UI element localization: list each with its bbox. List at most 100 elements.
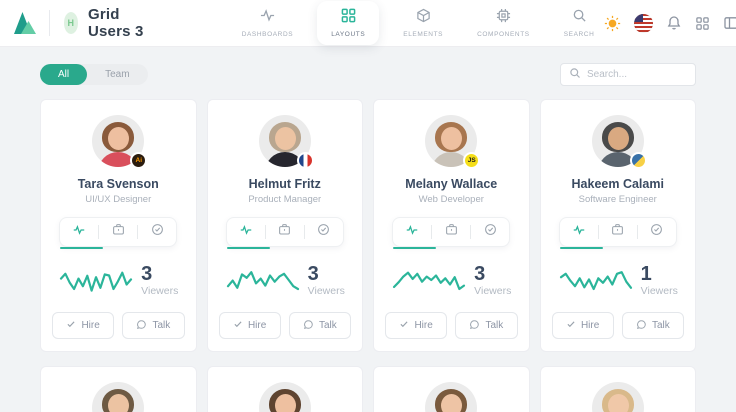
divider	[470, 225, 472, 239]
talk-button[interactable]: Talk	[621, 312, 684, 339]
filter-toolbar: All Team	[0, 47, 736, 99]
user-card: Hakeem Calami Software Engineer	[539, 99, 696, 352]
javascript-badge: JS	[463, 152, 481, 169]
top-bar: H Grid Users 3 DASHBOARDS LAYOUTS ELEMEN…	[0, 0, 736, 47]
card-tabbar	[225, 217, 344, 249]
card-actions: Hire Talk	[218, 312, 351, 339]
pulse-icon	[572, 223, 586, 242]
projects-tab[interactable]	[599, 218, 637, 246]
hire-button-label: Hire	[414, 320, 433, 331]
usa-flag-icon[interactable]	[634, 13, 654, 33]
filter-all-button[interactable]: All	[40, 64, 88, 85]
user-name: Tara Svenson	[77, 177, 159, 191]
active-tab-underline	[393, 247, 437, 249]
avatar: JS	[425, 115, 481, 169]
check-icon	[399, 319, 409, 332]
avatar	[591, 115, 647, 169]
nav-item-layouts[interactable]: LAYOUTS	[317, 1, 380, 45]
briefcase-icon	[445, 223, 458, 241]
filter-team-button[interactable]: Team	[87, 64, 147, 85]
page-title-badge: H	[63, 12, 78, 34]
notifications-bell-icon[interactable]	[666, 15, 682, 31]
user-name: Hakeem Calami	[571, 177, 664, 191]
viewers-sparkline	[393, 271, 466, 291]
avatar-photo	[425, 382, 477, 412]
talk-button-label: Talk	[152, 320, 171, 331]
theme-sun-icon[interactable]	[604, 15, 621, 32]
check-icon	[233, 319, 243, 332]
avatar	[258, 115, 314, 169]
user-card: Ai Tara Svenson UI/UX Designer	[40, 99, 197, 352]
user-role: UI/UX Designer	[85, 194, 152, 205]
chat-bubble-icon	[303, 319, 314, 333]
viewers-stats: 1 Viewers	[552, 260, 685, 300]
viewers-sparkline	[226, 271, 299, 291]
nav-item-search[interactable]: SEARCH	[554, 2, 605, 44]
activity-tab[interactable]	[227, 218, 265, 246]
projects-tab[interactable]	[432, 218, 470, 246]
user-name: Helmut Fritz	[248, 177, 321, 191]
card-tabbar	[558, 217, 677, 249]
nav-item-components[interactable]: COMPONENTS	[467, 2, 540, 44]
divider	[264, 225, 266, 239]
check-circle-icon	[151, 223, 164, 241]
activity-tab[interactable]	[560, 218, 598, 246]
activity-tab[interactable]	[60, 218, 98, 246]
nav-item-dashboards[interactable]: DASHBOARDS	[232, 2, 304, 44]
pulse-icon	[405, 223, 419, 242]
hire-button[interactable]: Hire	[551, 312, 614, 339]
active-tab-underline	[60, 247, 104, 249]
hire-button[interactable]: Hire	[52, 312, 115, 339]
user-card: Alejandro Badajoz Business Analyst	[40, 366, 197, 412]
card-actions: Hire Talk	[551, 312, 684, 339]
viewers-sparkline	[60, 271, 133, 292]
search-icon	[572, 8, 587, 28]
hire-button-label: Hire	[247, 320, 267, 331]
activity-tab[interactable]	[393, 218, 431, 246]
viewers-sparkline	[559, 271, 632, 291]
talk-button-label: Talk	[485, 320, 504, 331]
active-tab-underline	[559, 247, 603, 249]
user-grid: Ai Tara Svenson UI/UX Designer	[0, 99, 736, 412]
divider	[48, 10, 50, 36]
projects-tab[interactable]	[266, 218, 304, 246]
search-icon	[569, 66, 581, 84]
check-circle-icon	[484, 223, 497, 241]
apps-grid-icon[interactable]	[695, 16, 710, 31]
chip-icon	[496, 8, 511, 28]
divider	[597, 225, 599, 239]
filter-segmented-control: All Team	[40, 64, 148, 85]
tasks-tab[interactable]	[305, 218, 343, 246]
search-box	[560, 63, 696, 86]
nav-item-label: SEARCH	[563, 31, 595, 38]
avatar-photo	[425, 115, 477, 167]
avatar-photo	[592, 382, 644, 412]
user-card: Anna Baker UI/UX Designer	[539, 366, 696, 412]
sidebar-toggle-icon[interactable]	[723, 15, 736, 31]
hire-button[interactable]: Hire	[385, 312, 448, 339]
hire-button[interactable]: Hire	[218, 312, 281, 339]
pulse-icon	[239, 223, 253, 242]
tasks-tab[interactable]	[638, 218, 676, 246]
briefcase-icon	[611, 223, 624, 241]
divider	[431, 225, 433, 239]
talk-button[interactable]: Talk	[288, 312, 351, 339]
divider	[98, 225, 100, 239]
nav-item-elements[interactable]: ELEMENTS	[393, 2, 453, 44]
viewers-stats: 3 Viewers	[52, 260, 185, 300]
talk-button[interactable]: Talk	[455, 312, 518, 339]
viewers-label: Viewers	[640, 284, 678, 297]
user-role: Web Developer	[418, 194, 484, 205]
france-flag-badge	[296, 152, 314, 169]
projects-tab[interactable]	[99, 218, 137, 246]
card-actions: Hire Talk	[52, 312, 185, 339]
viewers-stats: 3 Viewers	[219, 260, 352, 300]
card-tabbar	[392, 217, 511, 249]
search-input[interactable]	[587, 69, 687, 80]
viewers-count: 1	[640, 262, 652, 285]
tasks-tab[interactable]	[471, 218, 509, 246]
check-circle-icon	[317, 223, 330, 241]
tasks-tab[interactable]	[138, 218, 176, 246]
talk-button[interactable]: Talk	[122, 312, 185, 339]
app-logo-icon[interactable]	[14, 12, 36, 34]
